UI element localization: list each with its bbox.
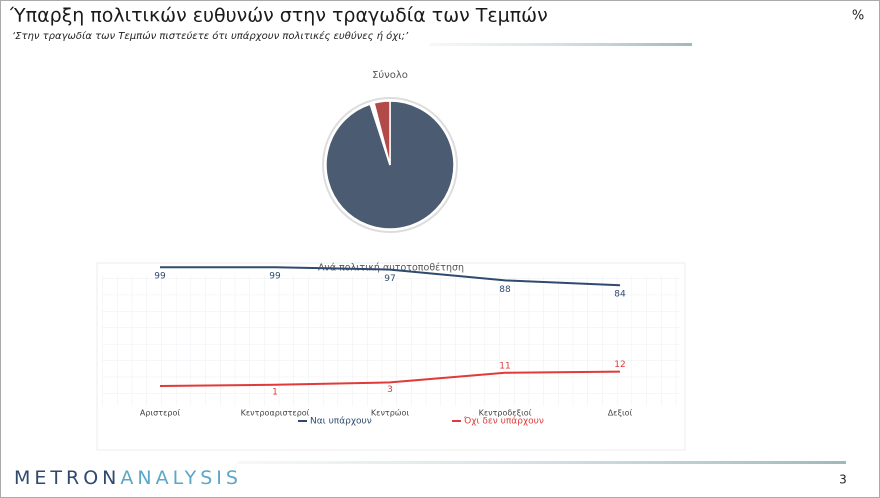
logo: METRONANALYSIS xyxy=(14,467,242,489)
data-label: 3 xyxy=(387,385,393,395)
x-tick-label: Κεντροαριστεροί xyxy=(241,409,310,418)
x-tick-label: Αριστεροί xyxy=(140,409,180,418)
data-label: 12 xyxy=(614,360,625,370)
unit: % xyxy=(852,9,864,24)
x-tick-label: Δεξιοί xyxy=(608,409,633,418)
chart-title: Σύνολο xyxy=(372,69,408,81)
legend-label: Ναι υπάρχουν xyxy=(310,417,372,427)
data-label: 1 xyxy=(272,387,278,397)
data-label: 11 xyxy=(499,361,510,371)
line xyxy=(160,266,621,287)
data-label: 99 xyxy=(269,272,281,282)
data-label: 97 xyxy=(384,274,395,284)
slide-title: Ύπαρξη πολιτικών ευθυνών στην τραγωδία τ… xyxy=(9,5,548,27)
grid xyxy=(102,276,680,406)
pie-slice xyxy=(373,100,391,166)
data-label: 99 xyxy=(154,272,166,282)
x-tick-label: Κεντρώοι xyxy=(371,408,410,418)
logo-right: ANALYSIS xyxy=(120,467,242,489)
chart-title: Ανά πολιτική αυτοτοποθέτηση xyxy=(318,263,464,274)
rule xyxy=(238,461,846,464)
slide-subtitle: ‘Στην τραγωδία των Τεμπών πιστεύετε ότι … xyxy=(12,30,409,42)
x-tick-label: Κεντροδεξιοί xyxy=(479,409,532,418)
logo-left: METRON xyxy=(14,467,120,489)
data-label: 84 xyxy=(614,290,626,300)
data-label: 88 xyxy=(499,285,511,295)
legend-label: Όχι δεν υπάρχουν xyxy=(463,416,544,427)
line xyxy=(159,370,621,387)
rule xyxy=(430,43,692,46)
page-number: 3 xyxy=(839,473,847,487)
pie-slice xyxy=(325,100,455,230)
